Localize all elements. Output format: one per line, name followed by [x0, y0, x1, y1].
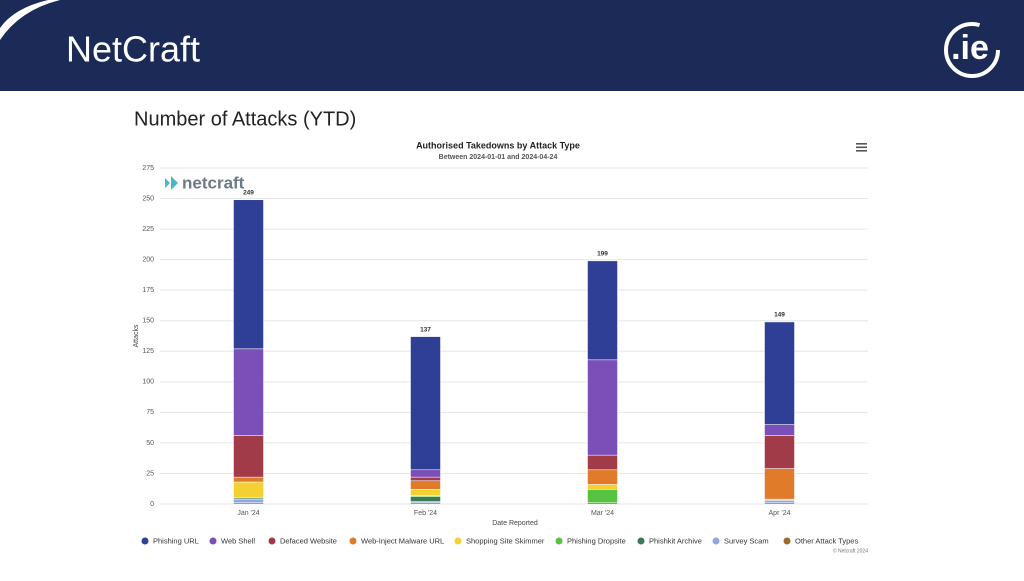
brand-text: .ie	[951, 29, 989, 67]
y-tick-label: 275	[142, 165, 154, 172]
legend-label: Shopping Site Skimmer	[466, 536, 545, 545]
y-tick-label: 100	[142, 379, 154, 386]
legend-swatch	[712, 537, 720, 545]
legend-swatch	[268, 537, 276, 545]
bar-segment	[233, 498, 264, 504]
y-tick-label: 50	[146, 440, 154, 447]
bar-segment	[764, 424, 795, 436]
legend-swatch	[141, 537, 149, 545]
bar-segment	[764, 500, 795, 504]
bar-segment	[410, 336, 441, 471]
x-axis-label: Date Reported	[492, 520, 538, 527]
legend-label: Phishkit Archive	[649, 536, 702, 545]
bar-segment	[587, 454, 618, 471]
x-tick-label: Apr '24	[769, 510, 791, 517]
chart-title: Authorised Takedowns by Attack Type	[416, 140, 580, 150]
credit: © Netcraft 2024	[833, 547, 868, 554]
bar-segment	[233, 348, 264, 436]
y-tick-label: 250	[142, 195, 154, 202]
x-tick-label: Jan '24	[237, 510, 259, 517]
y-tick-label: 175	[142, 287, 154, 294]
header-title: NetCraft	[66, 29, 200, 70]
legend-swatch	[783, 537, 791, 545]
legend-swatch	[209, 537, 217, 545]
y-tick-label: 125	[142, 348, 154, 355]
legend-label: Other Attack Types	[795, 536, 858, 545]
bar-segment	[410, 480, 441, 490]
y-tick-label: 225	[142, 226, 154, 233]
bar-segment	[233, 476, 264, 483]
header-bar	[0, 0, 1024, 91]
watermark: netcraft	[182, 173, 245, 192]
legend-swatch	[555, 537, 563, 545]
bar-segment	[410, 489, 441, 496]
legend-swatch	[454, 537, 462, 545]
watermark-icon	[165, 176, 178, 190]
y-axis-label: Attacks	[133, 324, 140, 347]
bar-segment	[587, 484, 618, 490]
legend-label: Phishing Dropsite	[567, 536, 626, 545]
bar-segment	[233, 435, 264, 478]
legend-label: Phishing URL	[153, 536, 199, 545]
x-tick-label: Feb '24	[414, 510, 437, 517]
brand-ring	[944, 22, 1000, 78]
total-label: 149	[774, 312, 785, 319]
y-tick-label: 75	[146, 409, 154, 416]
slide-subtitle: Number of Attacks (YTD)	[134, 108, 356, 130]
total-label: 199	[597, 251, 608, 258]
bar-segment	[587, 260, 618, 361]
bar-segment	[587, 489, 618, 504]
legend-swatch	[637, 537, 645, 545]
x-tick-label: Mar '24	[591, 510, 614, 517]
bar-segment	[233, 481, 264, 499]
legend-label: Web Shell	[221, 536, 255, 545]
header-swoosh	[0, 0, 60, 40]
legend-swatch	[349, 537, 357, 545]
legend-label: Survey Scam	[724, 536, 769, 545]
bar-segment	[764, 321, 795, 425]
legend-label: Web-Inject Malware URL	[361, 536, 444, 545]
y-tick-label: 0	[150, 501, 154, 508]
y-tick-label: 200	[142, 256, 154, 263]
legend-label: Defaced Website	[280, 536, 337, 545]
y-tick-label: 150	[142, 318, 154, 325]
total-label: 137	[420, 326, 431, 333]
bar-segment	[233, 199, 264, 350]
bar-segment	[587, 469, 618, 485]
bar-segment	[764, 468, 795, 500]
menu-icon[interactable]	[856, 143, 867, 152]
bar-segment	[410, 496, 441, 502]
chart-subtitle: Between 2024-01-01 and 2024-04-24	[439, 154, 558, 161]
bar-segment	[587, 359, 618, 456]
bar-segment	[764, 435, 795, 469]
total-label: 249	[243, 189, 254, 196]
bar-segment	[410, 469, 441, 478]
bar-segment	[410, 476, 441, 482]
y-tick-label: 25	[146, 470, 154, 477]
